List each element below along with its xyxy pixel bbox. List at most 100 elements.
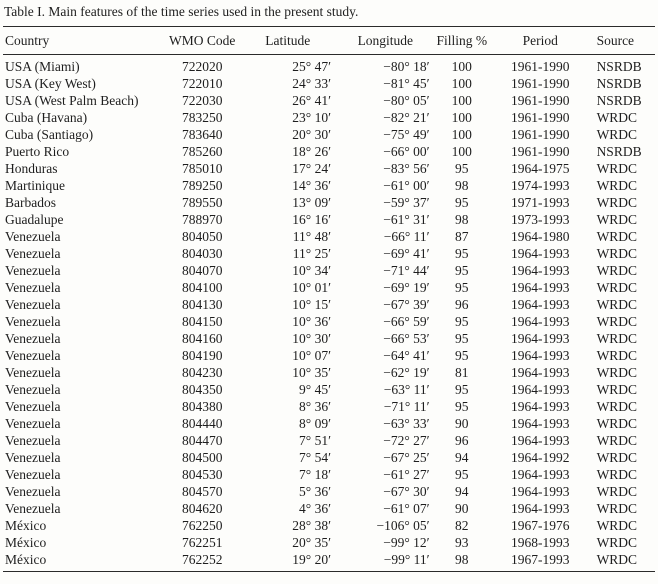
- cell-lon: −81° 45′: [383, 76, 430, 91]
- table-row: Puerto Rico 785260 18° 26′ −66° 00′ 100 1961-…: [3, 143, 655, 160]
- cell-lat: 20° 30′: [292, 127, 332, 142]
- cell-fill: 95: [455, 314, 469, 329]
- cell-country: Venezuela: [5, 501, 61, 516]
- table-row: Venezuela 804530 7° 18′ −61° 27′ 95 1964-1993…: [3, 466, 655, 483]
- table-caption: Table I. Main features of the time serie…: [4, 4, 359, 19]
- cell-lon: −99° 11′: [383, 552, 430, 567]
- cell-source: WRDC: [596, 178, 638, 193]
- cell-country: USA (Key West): [5, 76, 96, 91]
- cell-country: México: [5, 535, 47, 550]
- cell-period: 1961-1990: [511, 144, 570, 159]
- cell-period: 1964-1993: [511, 246, 570, 261]
- cell-lon: −69° 41′: [383, 246, 430, 261]
- cell-source: WRDC: [596, 331, 638, 346]
- cell-wmo: 804230: [181, 365, 223, 380]
- cell-wmo: 722030: [181, 93, 223, 108]
- table-row: Venezuela 804030 11° 25′ −69° 41′ 95 1964-199…: [3, 245, 655, 262]
- cell-country: Venezuela: [5, 246, 61, 261]
- cell-lon: −66° 53′: [383, 331, 430, 346]
- cell-country: Venezuela: [5, 280, 61, 295]
- cell-wmo: 722010: [181, 76, 223, 91]
- cell-lon: −69° 19′: [383, 280, 430, 295]
- cell-period: 1961-1990: [511, 76, 570, 91]
- cell-fill: 100: [451, 76, 472, 91]
- cell-fill: 100: [451, 127, 472, 142]
- cell-period: 1964-1993: [511, 348, 570, 363]
- cell-lon: −66° 11′: [383, 229, 430, 244]
- cell-lat: 9° 45′: [299, 382, 332, 397]
- cell-lat: 10° 34′: [292, 263, 332, 278]
- cell-country: Venezuela: [5, 348, 61, 363]
- cell-lon: −61° 00′: [383, 178, 430, 193]
- table-row: Venezuela 804500 7° 54′ −67° 25′ 94 1964-1992…: [3, 449, 655, 466]
- table-row: México 762250 28° 38′ −106° 05′ 82 1967-1976 W…: [3, 517, 655, 534]
- table-row: Venezuela 804100 10° 01′ −69° 19′ 95 1964-199…: [3, 279, 655, 296]
- cell-lat: 18° 26′: [292, 144, 332, 159]
- cell-wmo: 804530: [181, 467, 223, 482]
- cell-source: WRDC: [596, 552, 638, 567]
- cell-lon: −67° 39′: [383, 297, 430, 312]
- cell-source: WRDC: [596, 246, 638, 261]
- table-row: México 762251 20° 35′ −99° 12′ 93 1968-1993 WR…: [3, 534, 655, 551]
- cell-country: México: [5, 552, 47, 567]
- cell-lon: −71° 44′: [383, 263, 430, 278]
- cell-lon: −66° 59′: [383, 314, 430, 329]
- cell-country: Venezuela: [5, 416, 61, 431]
- cell-period: 1964-1993: [511, 263, 570, 278]
- table-row: USA (Miami) 722020 25° 47′ −80° 18′ 100 1961-…: [3, 55, 655, 76]
- cell-source: WRDC: [596, 518, 638, 533]
- cell-wmo: 762252: [181, 552, 223, 567]
- cell-wmo: 804160: [181, 331, 223, 346]
- cell-source: WRDC: [596, 127, 638, 142]
- cell-wmo: 722020: [181, 59, 223, 74]
- cell-lat: 10° 30′: [292, 331, 332, 346]
- cell-wmo: 789550: [181, 195, 223, 210]
- cell-wmo: 804150: [181, 314, 223, 329]
- cell-wmo: 804500: [181, 450, 223, 465]
- column-header-country: Country: [3, 26, 166, 55]
- cell-period: 1964-1993: [511, 416, 570, 431]
- cell-country: USA (West Palm Beach): [5, 93, 139, 108]
- cell-wmo: 804190: [181, 348, 223, 363]
- cell-fill: 82: [455, 518, 469, 533]
- cell-lat: 24° 33′: [292, 76, 332, 91]
- cell-country: Venezuela: [5, 331, 61, 346]
- table-row: Venezuela 804190 10° 07′ −64° 41′ 95 1964-199…: [3, 347, 655, 364]
- cell-country: Venezuela: [5, 484, 61, 499]
- cell-wmo: 762251: [181, 535, 223, 550]
- column-header-filling-percent: Filling %: [433, 26, 490, 55]
- cell-period: 1964-1993: [511, 382, 570, 397]
- cell-lat: 26° 41′: [292, 93, 332, 108]
- cell-lon: −80° 18′: [383, 59, 430, 74]
- cell-fill: 95: [455, 195, 469, 210]
- cell-fill: 95: [455, 161, 469, 176]
- stations-table: Country WMO Code Latitude Longitude Fill…: [3, 26, 655, 572]
- cell-period: 1971-1993: [511, 195, 570, 210]
- cell-country: Venezuela: [5, 433, 61, 448]
- cell-source: WRDC: [596, 535, 638, 550]
- cell-period: 1961-1990: [511, 93, 570, 108]
- column-header-latitude: Latitude: [238, 26, 338, 55]
- cell-country: México: [5, 518, 47, 533]
- cell-source: WRDC: [596, 195, 638, 210]
- cell-fill: 95: [455, 382, 469, 397]
- cell-lon: −61° 07′: [383, 501, 430, 516]
- cell-source: NSRDB: [596, 93, 642, 108]
- column-header-longitude: Longitude: [337, 26, 434, 55]
- cell-lon: −80° 05′: [383, 93, 430, 108]
- cell-country: Venezuela: [5, 382, 61, 397]
- cell-lon: −63° 33′: [383, 416, 430, 431]
- cell-fill: 95: [455, 246, 469, 261]
- cell-wmo: 762250: [181, 518, 223, 533]
- cell-fill: 100: [451, 59, 472, 74]
- cell-wmo: 804050: [181, 229, 223, 244]
- header-row: Country WMO Code Latitude Longitude Fill…: [3, 26, 655, 55]
- cell-country: Venezuela: [5, 365, 61, 380]
- cell-lat: 10° 07′: [292, 348, 332, 363]
- table-row: Cuba (Santiago) 783640 20° 30′ −75° 49′ 100 1…: [3, 126, 655, 143]
- cell-lon: −75° 49′: [383, 127, 430, 142]
- cell-fill: 95: [455, 331, 469, 346]
- cell-period: 1967-1993: [511, 552, 570, 567]
- table-row: USA (Key West) 722010 24° 33′ −81° 45′ 100 19…: [3, 75, 655, 92]
- cell-lat: 7° 54′: [299, 450, 332, 465]
